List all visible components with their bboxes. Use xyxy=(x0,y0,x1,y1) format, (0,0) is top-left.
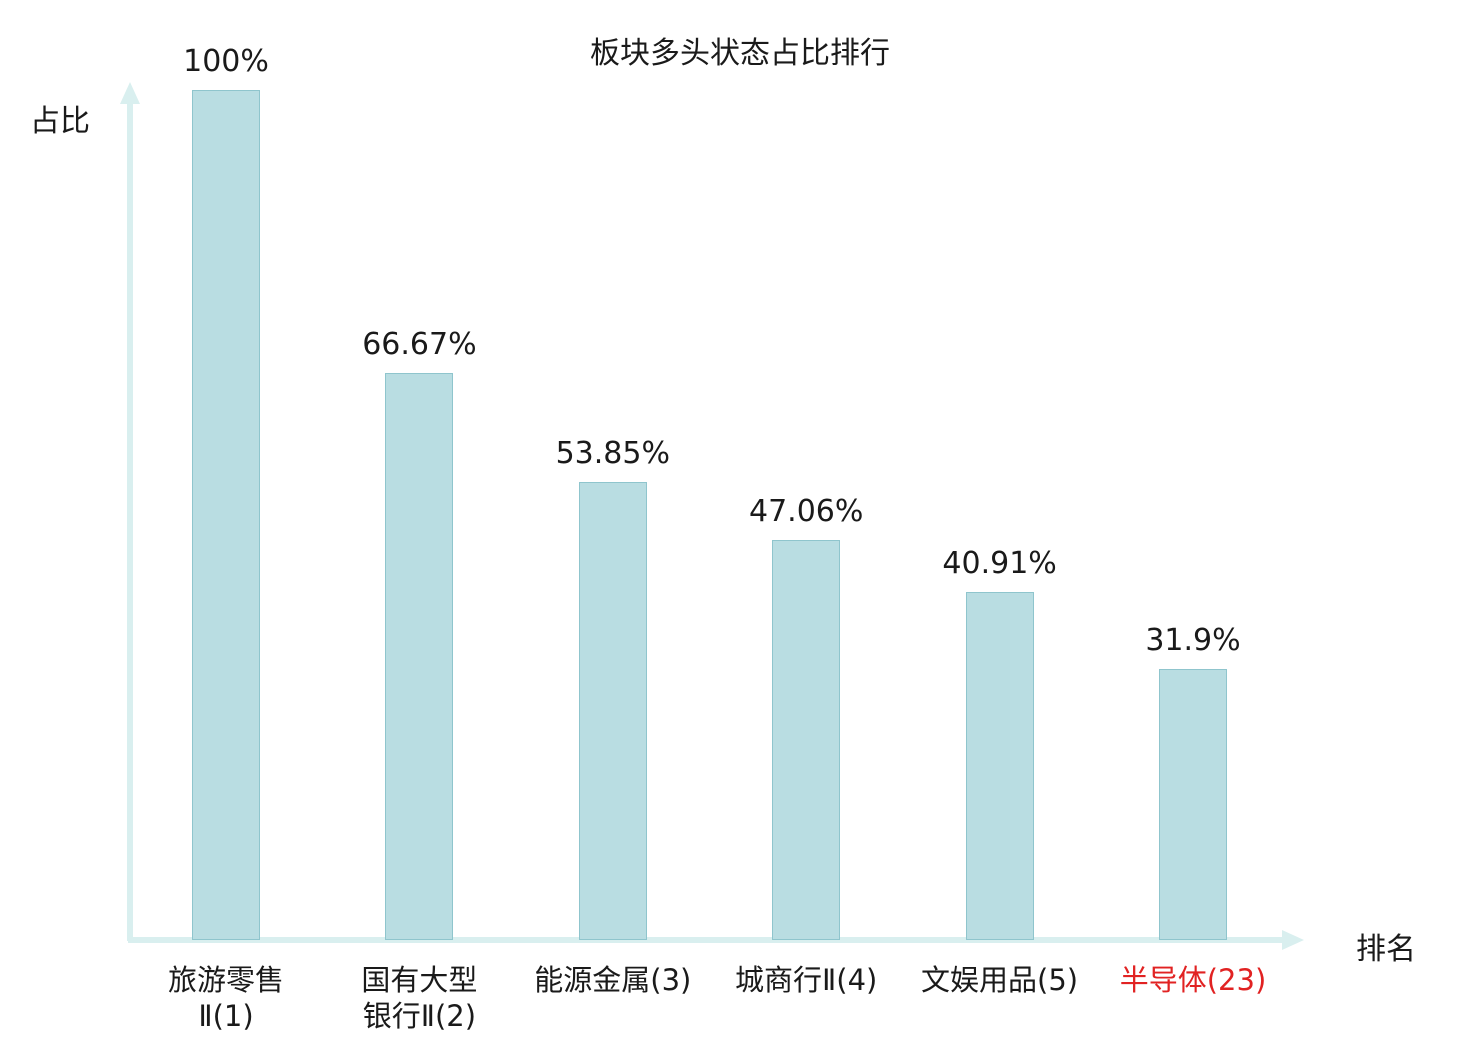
bar xyxy=(1159,668,1227,940)
y-axis-label: 占比 xyxy=(30,104,90,139)
bar-value-label: 40.91% xyxy=(942,546,1057,582)
bar xyxy=(192,90,260,940)
bar xyxy=(965,592,1034,940)
bar-category-label: 旅游零售 Ⅱ(1) xyxy=(167,963,284,1034)
bar-value-label: 53.85% xyxy=(555,436,670,472)
bar-value-label: 47.06% xyxy=(748,493,864,529)
bar-category-label: 能源金属(3) xyxy=(534,963,692,997)
chart-title: 板块多头状态占比排行 xyxy=(590,36,890,71)
bar-category-label: 半导体(23) xyxy=(1119,963,1267,997)
bar xyxy=(772,539,841,940)
bar-category-label: 国有大型 银行Ⅱ(2) xyxy=(361,963,478,1034)
bar-value-label: 100% xyxy=(183,44,269,79)
bar-category-label: 城商行Ⅱ(4) xyxy=(735,963,878,997)
bar xyxy=(578,482,647,940)
bar-category-label: 文娱用品(5) xyxy=(921,963,1079,997)
bar xyxy=(385,373,454,940)
bar-value-label: 31.9% xyxy=(1145,622,1241,658)
x-axis-label: 排名 xyxy=(1356,932,1416,967)
x-axis-arrow-icon xyxy=(1282,930,1304,950)
y-axis-arrow-icon xyxy=(120,82,140,104)
bar-value-label: 66.67% xyxy=(362,327,477,363)
